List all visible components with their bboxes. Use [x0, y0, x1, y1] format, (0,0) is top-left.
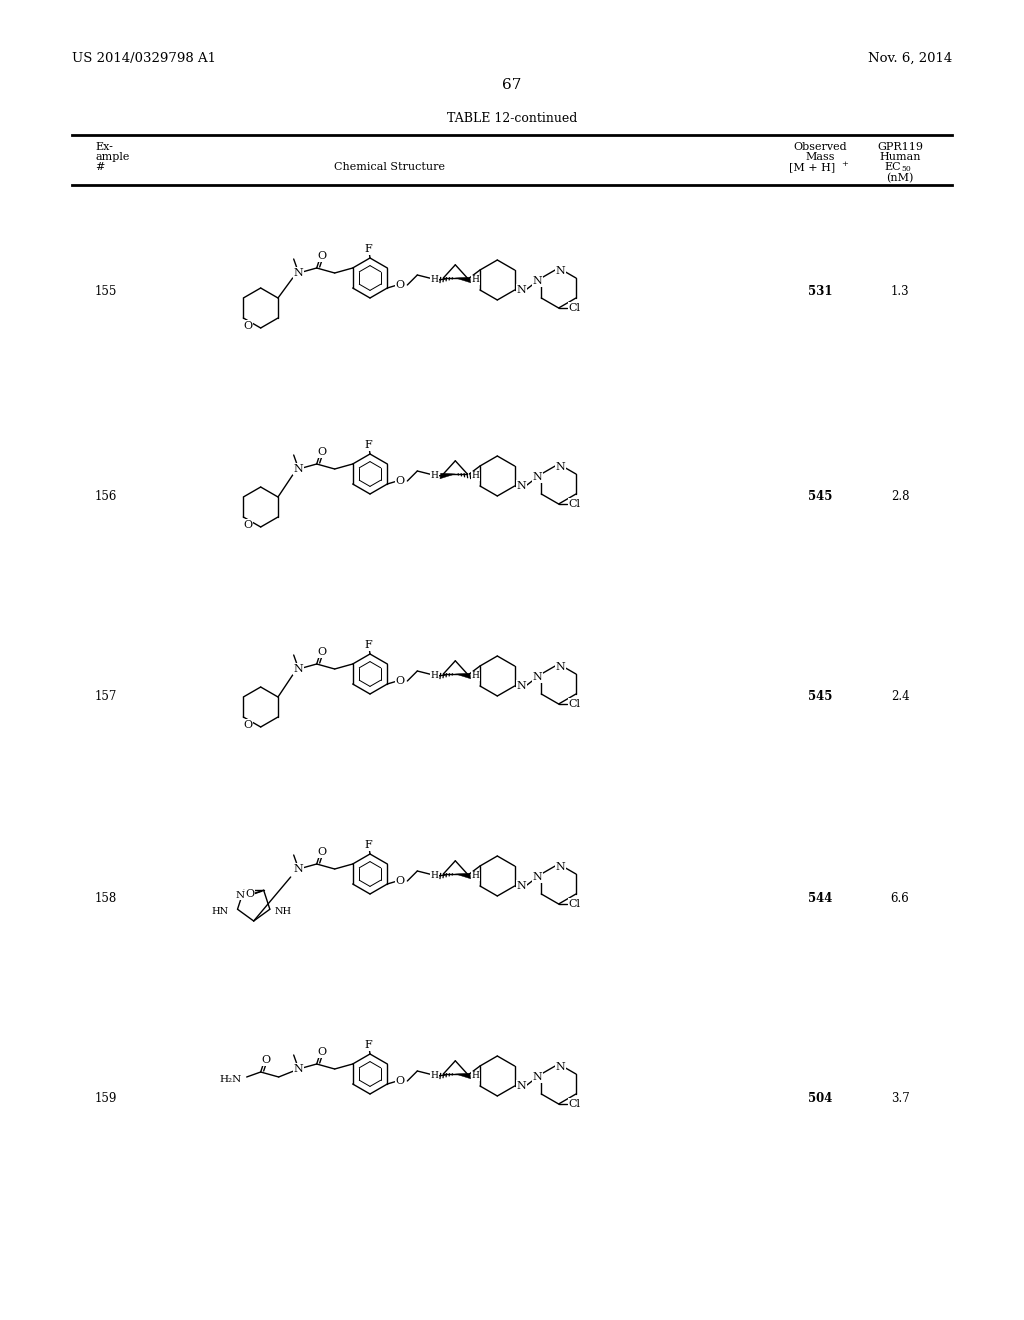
Text: HN: HN: [211, 907, 228, 916]
Text: N: N: [556, 862, 565, 873]
Text: 157: 157: [95, 690, 118, 704]
Text: H: H: [430, 276, 438, 285]
Text: F: F: [365, 840, 372, 850]
Text: 2.8: 2.8: [891, 490, 909, 503]
Text: Cl: Cl: [568, 700, 581, 709]
Text: N: N: [532, 473, 542, 482]
Text: N: N: [532, 672, 542, 682]
Text: N: N: [532, 276, 542, 286]
Text: Cl: Cl: [568, 499, 581, 510]
Polygon shape: [456, 277, 471, 282]
Text: N: N: [556, 663, 565, 672]
Text: 155: 155: [95, 285, 118, 298]
Text: 2.4: 2.4: [891, 690, 909, 704]
Text: (nM): (nM): [887, 173, 913, 183]
Text: H₂N: H₂N: [219, 1074, 242, 1084]
Text: TABLE 12-continued: TABLE 12-continued: [446, 112, 578, 125]
Text: O: O: [261, 1055, 270, 1065]
Text: H: H: [430, 471, 438, 480]
Text: +: +: [842, 160, 849, 168]
Text: 158: 158: [95, 892, 118, 906]
Text: N: N: [294, 465, 303, 474]
Text: 50: 50: [901, 165, 911, 173]
Text: N: N: [532, 873, 542, 882]
Text: N: N: [532, 1072, 542, 1082]
Text: O: O: [245, 890, 254, 899]
Text: O: O: [317, 1047, 327, 1057]
Text: O: O: [244, 520, 253, 531]
Text: Cl: Cl: [568, 304, 581, 313]
Text: 6.6: 6.6: [891, 892, 909, 906]
Text: 3.7: 3.7: [891, 1092, 909, 1105]
Text: H: H: [430, 871, 438, 880]
Text: N: N: [556, 267, 565, 276]
Text: 67: 67: [503, 78, 521, 92]
Text: N: N: [517, 285, 526, 294]
Text: N: N: [556, 1063, 565, 1072]
Text: 1.3: 1.3: [891, 285, 909, 298]
Text: 504: 504: [808, 1092, 833, 1105]
Text: N: N: [294, 865, 303, 874]
Text: 545: 545: [808, 490, 833, 503]
Text: N: N: [294, 664, 303, 675]
Text: O: O: [317, 647, 327, 657]
Text: US 2014/0329798 A1: US 2014/0329798 A1: [72, 51, 216, 65]
Text: NH: NH: [274, 907, 292, 916]
Text: F: F: [365, 244, 372, 253]
Text: O: O: [395, 280, 404, 290]
Text: N: N: [294, 1064, 303, 1074]
Text: N: N: [517, 681, 526, 690]
Text: O: O: [395, 676, 404, 686]
Text: 544: 544: [808, 892, 833, 906]
Text: N: N: [236, 891, 245, 900]
Text: Human: Human: [880, 152, 921, 162]
Text: Mass: Mass: [805, 152, 835, 162]
Text: O: O: [395, 477, 404, 486]
Text: F: F: [365, 1040, 372, 1049]
Text: O: O: [317, 251, 327, 261]
Text: Cl: Cl: [568, 899, 581, 909]
Polygon shape: [440, 474, 456, 479]
Text: H: H: [471, 672, 479, 681]
Text: O: O: [244, 719, 253, 730]
Text: O: O: [395, 1076, 404, 1086]
Text: 545: 545: [808, 690, 833, 704]
Text: H: H: [430, 672, 438, 681]
Text: H: H: [471, 471, 479, 480]
Text: O: O: [395, 876, 404, 886]
Polygon shape: [456, 1073, 471, 1078]
Polygon shape: [456, 673, 471, 678]
Text: Observed: Observed: [794, 143, 847, 152]
Text: GPR119: GPR119: [877, 143, 923, 152]
Text: H: H: [430, 1072, 438, 1081]
Text: F: F: [365, 640, 372, 649]
Text: N: N: [556, 462, 565, 473]
Text: N: N: [517, 880, 526, 891]
Text: O: O: [317, 847, 327, 857]
Text: [M + H]: [M + H]: [788, 162, 836, 172]
Text: EC: EC: [885, 162, 901, 172]
Text: Ex-: Ex-: [95, 143, 113, 152]
Text: F: F: [365, 440, 372, 450]
Text: N: N: [517, 1081, 526, 1092]
Text: Chemical Structure: Chemical Structure: [335, 162, 445, 172]
Text: H: H: [471, 1072, 479, 1081]
Text: #: #: [95, 162, 104, 172]
Text: N: N: [294, 268, 303, 279]
Text: ample: ample: [95, 152, 129, 162]
Text: 159: 159: [95, 1092, 118, 1105]
Text: 531: 531: [808, 285, 833, 298]
Text: Nov. 6, 2014: Nov. 6, 2014: [867, 51, 952, 65]
Text: 156: 156: [95, 490, 118, 503]
Text: N: N: [517, 480, 526, 491]
Text: O: O: [244, 321, 253, 331]
Text: H: H: [471, 871, 479, 880]
Polygon shape: [456, 874, 471, 879]
Text: H: H: [471, 276, 479, 285]
Text: Cl: Cl: [568, 1100, 581, 1109]
Text: O: O: [317, 447, 327, 457]
